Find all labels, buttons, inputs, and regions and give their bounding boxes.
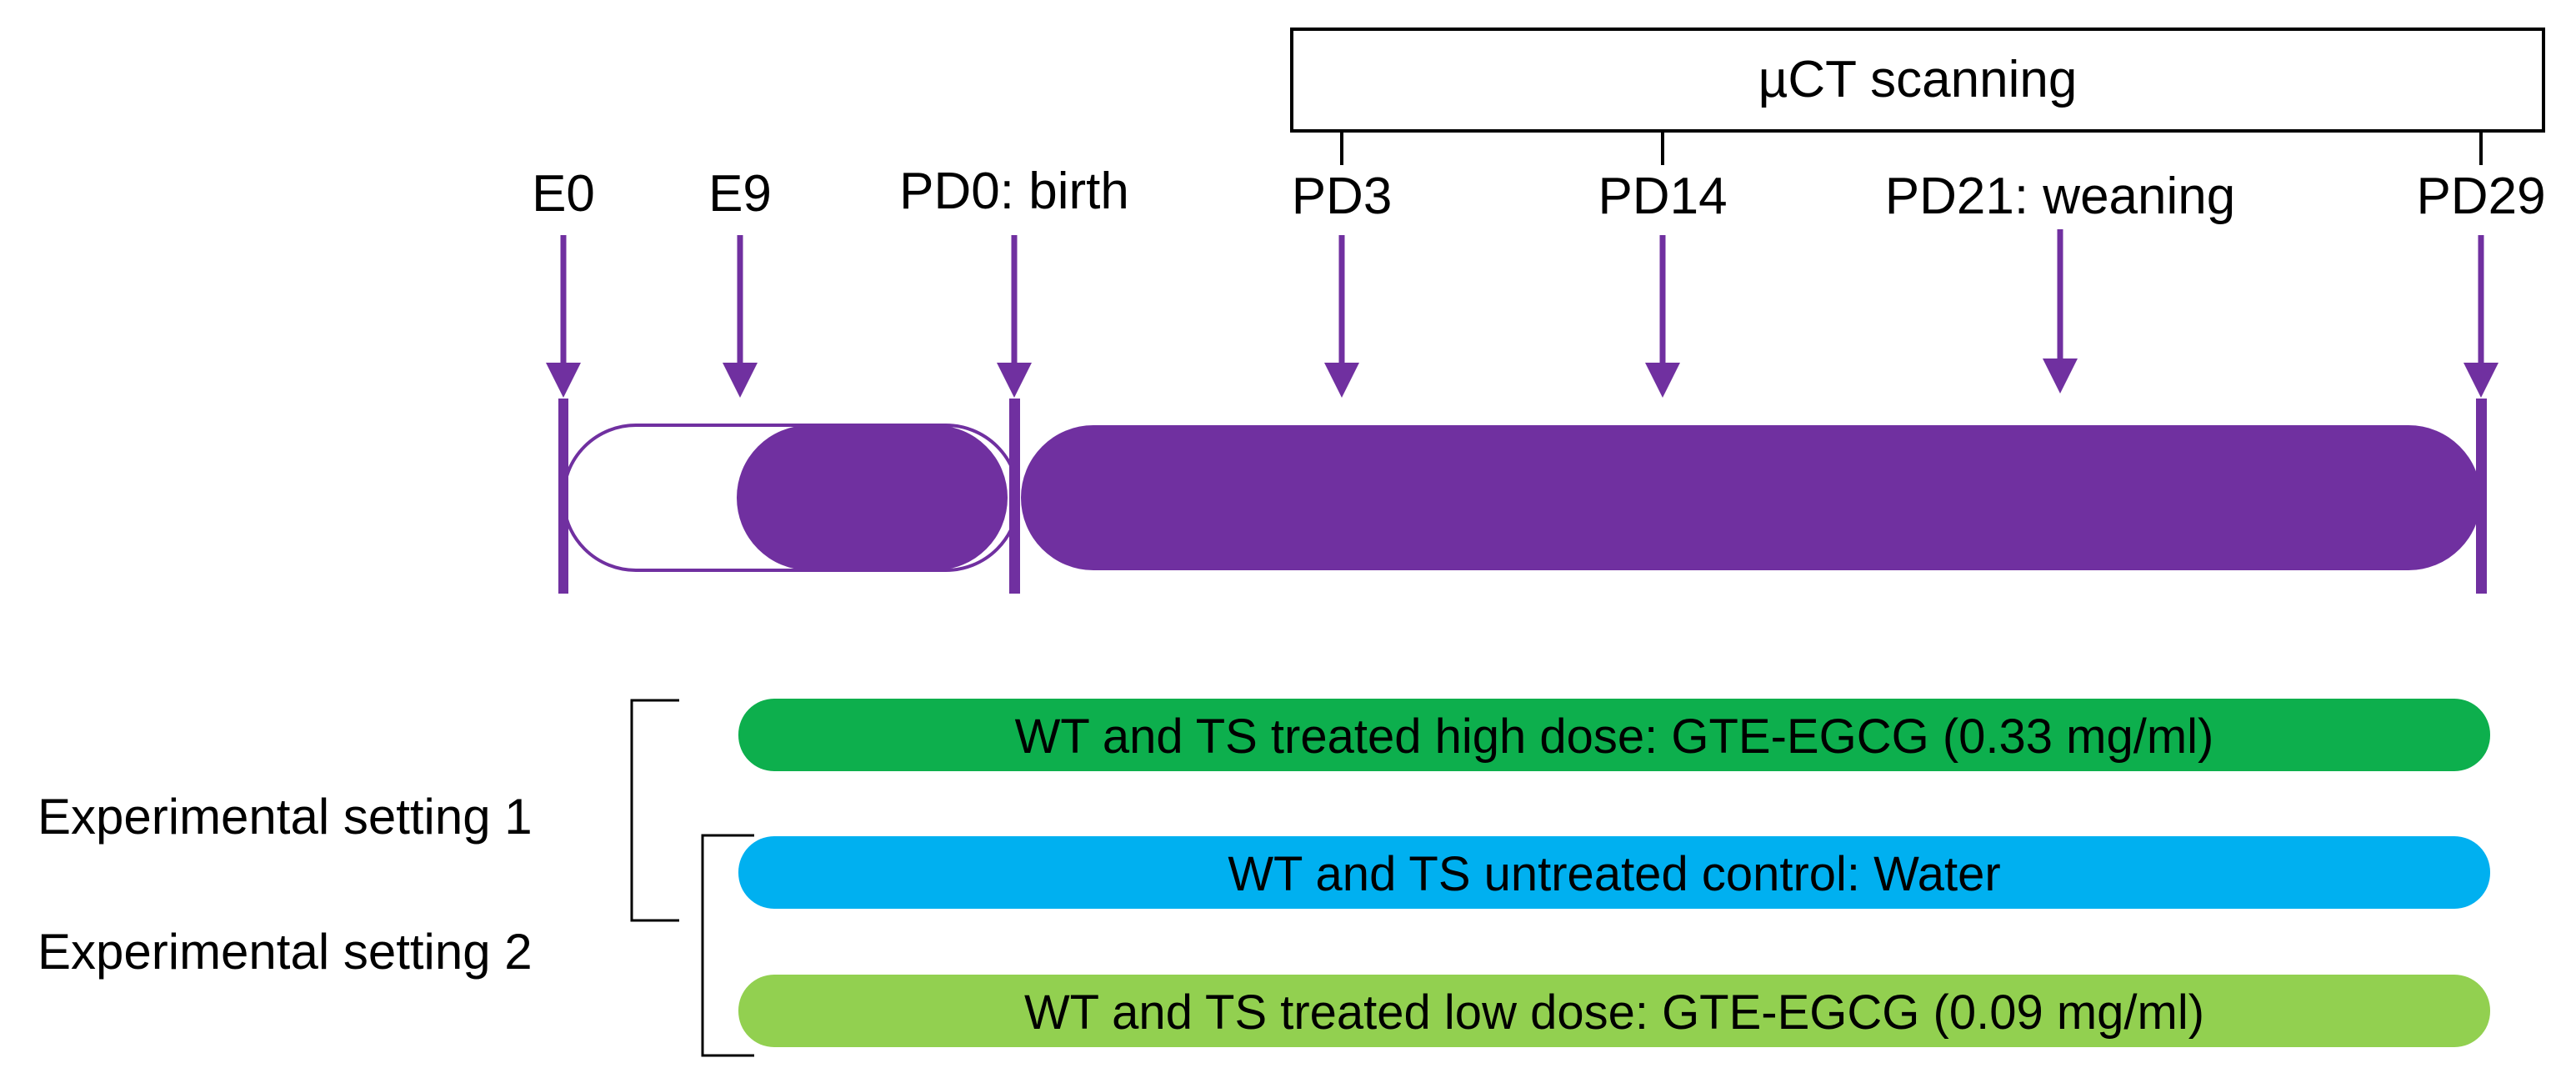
treatment-bar-low-dose [738, 975, 2490, 1047]
timeline-bar-e0 [558, 399, 568, 594]
treatment-label-low-dose: WT and TS treated low dose: GTE-EGCG (0.… [1024, 985, 2204, 1040]
timepoint-label-pd3: PD3 [1292, 168, 1393, 225]
timepoint-label-pd0: PD0: birth [899, 163, 1129, 220]
uct-scanning-box [1290, 28, 2545, 133]
treatment-bar-control [738, 836, 2490, 909]
treatment-label-control: WT and TS untreated control: Water [1228, 847, 2000, 901]
gestation-outline-pill [562, 424, 1020, 572]
timepoint-label-pd14: PD14 [1598, 168, 1727, 225]
bracket-setting-2 [701, 834, 754, 1057]
gestation-treatment-pill [737, 425, 1008, 570]
bracket-setting-1 [630, 699, 679, 922]
postnatal-period-pill [1021, 425, 2481, 570]
timepoint-label-pd21: PD21: weaning [1885, 168, 2236, 225]
setting-label-2: Experimental setting 2 [38, 924, 533, 980]
timeline-bar-pd0 [1009, 399, 1020, 594]
timepoint-label-e9: E9 [708, 165, 772, 223]
timeline-bar-pd29 [2476, 399, 2487, 594]
setting-label-1: Experimental setting 1 [38, 789, 533, 845]
treatment-bar-high-dose [738, 699, 2490, 771]
treatment-label-high-dose: WT and TS treated high dose: GTE-EGCG (0… [1015, 709, 2214, 764]
timepoint-label-e0: E0 [532, 165, 595, 223]
timepoint-label-pd29: PD29 [2416, 168, 2545, 225]
uct-scanning-label: µCT scanning [1758, 51, 2078, 108]
